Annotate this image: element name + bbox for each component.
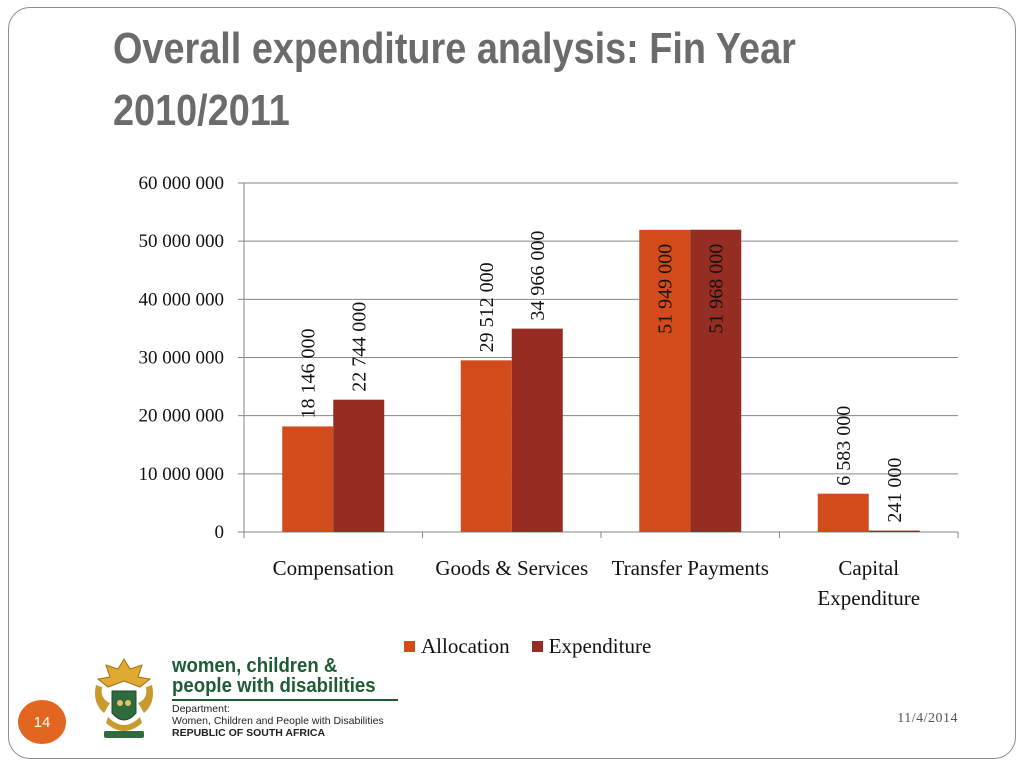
logo-dept-label: Department: [172,703,230,715]
y-tick-label: 30 000 000 [139,348,225,369]
logo-dept-name: Women, Children and People with Disabili… [172,715,384,727]
page-number-badge: 14 [18,700,66,744]
y-tick-label: 10 000 000 [139,464,225,485]
y-tick-label: 50 000 000 [139,231,225,252]
logo-title-line1: women, children & [172,655,338,677]
bar-expenditure [333,399,385,532]
logo-divider [172,699,398,701]
logo-title-line2: people with disabilities [172,675,376,697]
chart-legend: Allocation Expenditure [404,633,651,659]
x-tick-label: Capital [838,556,899,580]
bar-allocation [817,493,869,532]
y-tick-label: 40 000 000 [139,289,225,310]
logo-country: REPUBLIC OF SOUTH AFRICA [172,727,326,739]
bar-expenditure [511,328,563,532]
data-label: 241 000 [884,458,906,523]
legend-label-expenditure: Expenditure [548,633,652,658]
data-label: 51 968 000 [706,244,728,334]
x-tick-label: Goods & Services [435,556,588,580]
data-label: 18 146 000 [298,328,320,418]
coat-of-arms-icon [95,658,153,738]
chart-bars [282,229,920,532]
x-tick-label: Expenditure [817,586,920,610]
legend-item-expenditure: Expenditure [531,633,652,659]
chart-gridlines [244,182,958,475]
bar-allocation [639,229,691,532]
bar-expenditure [690,229,742,532]
y-tick-label: 0 [215,522,225,543]
bar-allocation [282,426,334,532]
bar-expenditure [868,530,920,532]
slide-title: Overall expenditure analysis: Fin Year 2… [113,24,796,135]
x-tick-label: Transfer Payments [612,556,769,580]
chart-labels: 0 10 000 000 20 000 000 30 000 000 40 000 00… [139,173,921,610]
data-label: 6 583 000 [833,406,855,486]
bar-allocation [460,360,512,532]
legend-label-allocation: Allocation [421,633,510,658]
slide-date: 11/4/2014 [897,711,958,726]
y-tick-label: 60 000 000 [139,173,225,194]
legend-swatch-expenditure [531,640,543,652]
data-label: 34 966 000 [527,231,549,321]
data-label: 29 512 000 [476,262,498,352]
legend-swatch-allocation [404,640,415,652]
bar-chart: 0 10 000 000 20 000 000 30 000 000 40 000 00… [139,173,959,610]
department-logo: women, children & people with disabiliti… [88,655,408,745]
x-tick-label: Compensation [273,556,395,580]
legend-item-allocation: Allocation [404,634,510,659]
data-label: 51 949 000 [655,244,677,334]
data-label: 22 744 000 [349,302,371,392]
y-tick-label: 20 000 000 [139,406,225,427]
